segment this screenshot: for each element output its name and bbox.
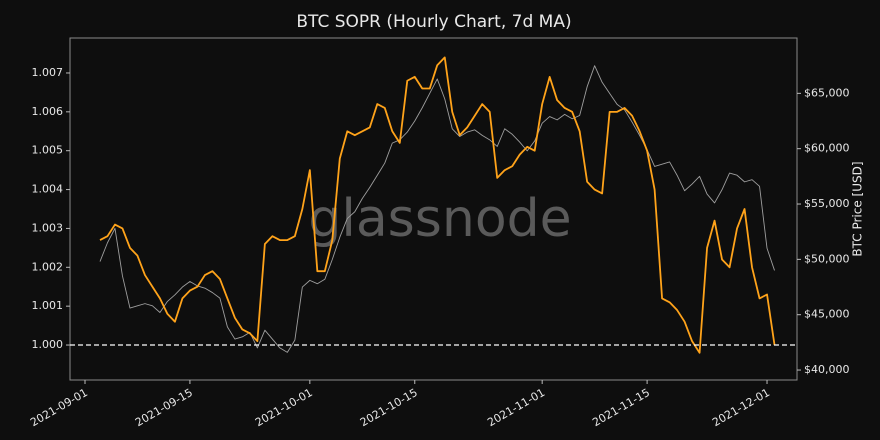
series-line <box>99 56 776 354</box>
y-tick-label: 1.000 <box>32 338 64 351</box>
y-tick-label: 1.005 <box>32 144 64 157</box>
chart-title: BTC SOPR (Hourly Chart, 7d MA) <box>296 12 571 32</box>
y2-tick-label: $50,000 <box>804 252 850 265</box>
y2-tick-label: $60,000 <box>804 142 850 155</box>
y-tick-label: 1.002 <box>32 260 64 273</box>
plot-frame <box>69 37 798 381</box>
y-tick-label: 1.001 <box>32 299 64 312</box>
y2-tick-label: $65,000 <box>804 86 850 99</box>
y2-tick-label: $45,000 <box>804 308 850 321</box>
y-tick-label: 1.006 <box>32 105 64 118</box>
y2-axis-label: BTC Price [USD] <box>851 161 865 256</box>
y-tick-label: 1.004 <box>32 183 64 196</box>
series-line <box>99 65 775 353</box>
y2-tick-label: $40,000 <box>804 363 850 376</box>
y-tick-label: 1.003 <box>32 221 64 234</box>
watermark: glassnode <box>308 189 571 249</box>
y2-tick-label: $55,000 <box>804 197 850 210</box>
y-tick-label: 1.007 <box>32 66 64 79</box>
